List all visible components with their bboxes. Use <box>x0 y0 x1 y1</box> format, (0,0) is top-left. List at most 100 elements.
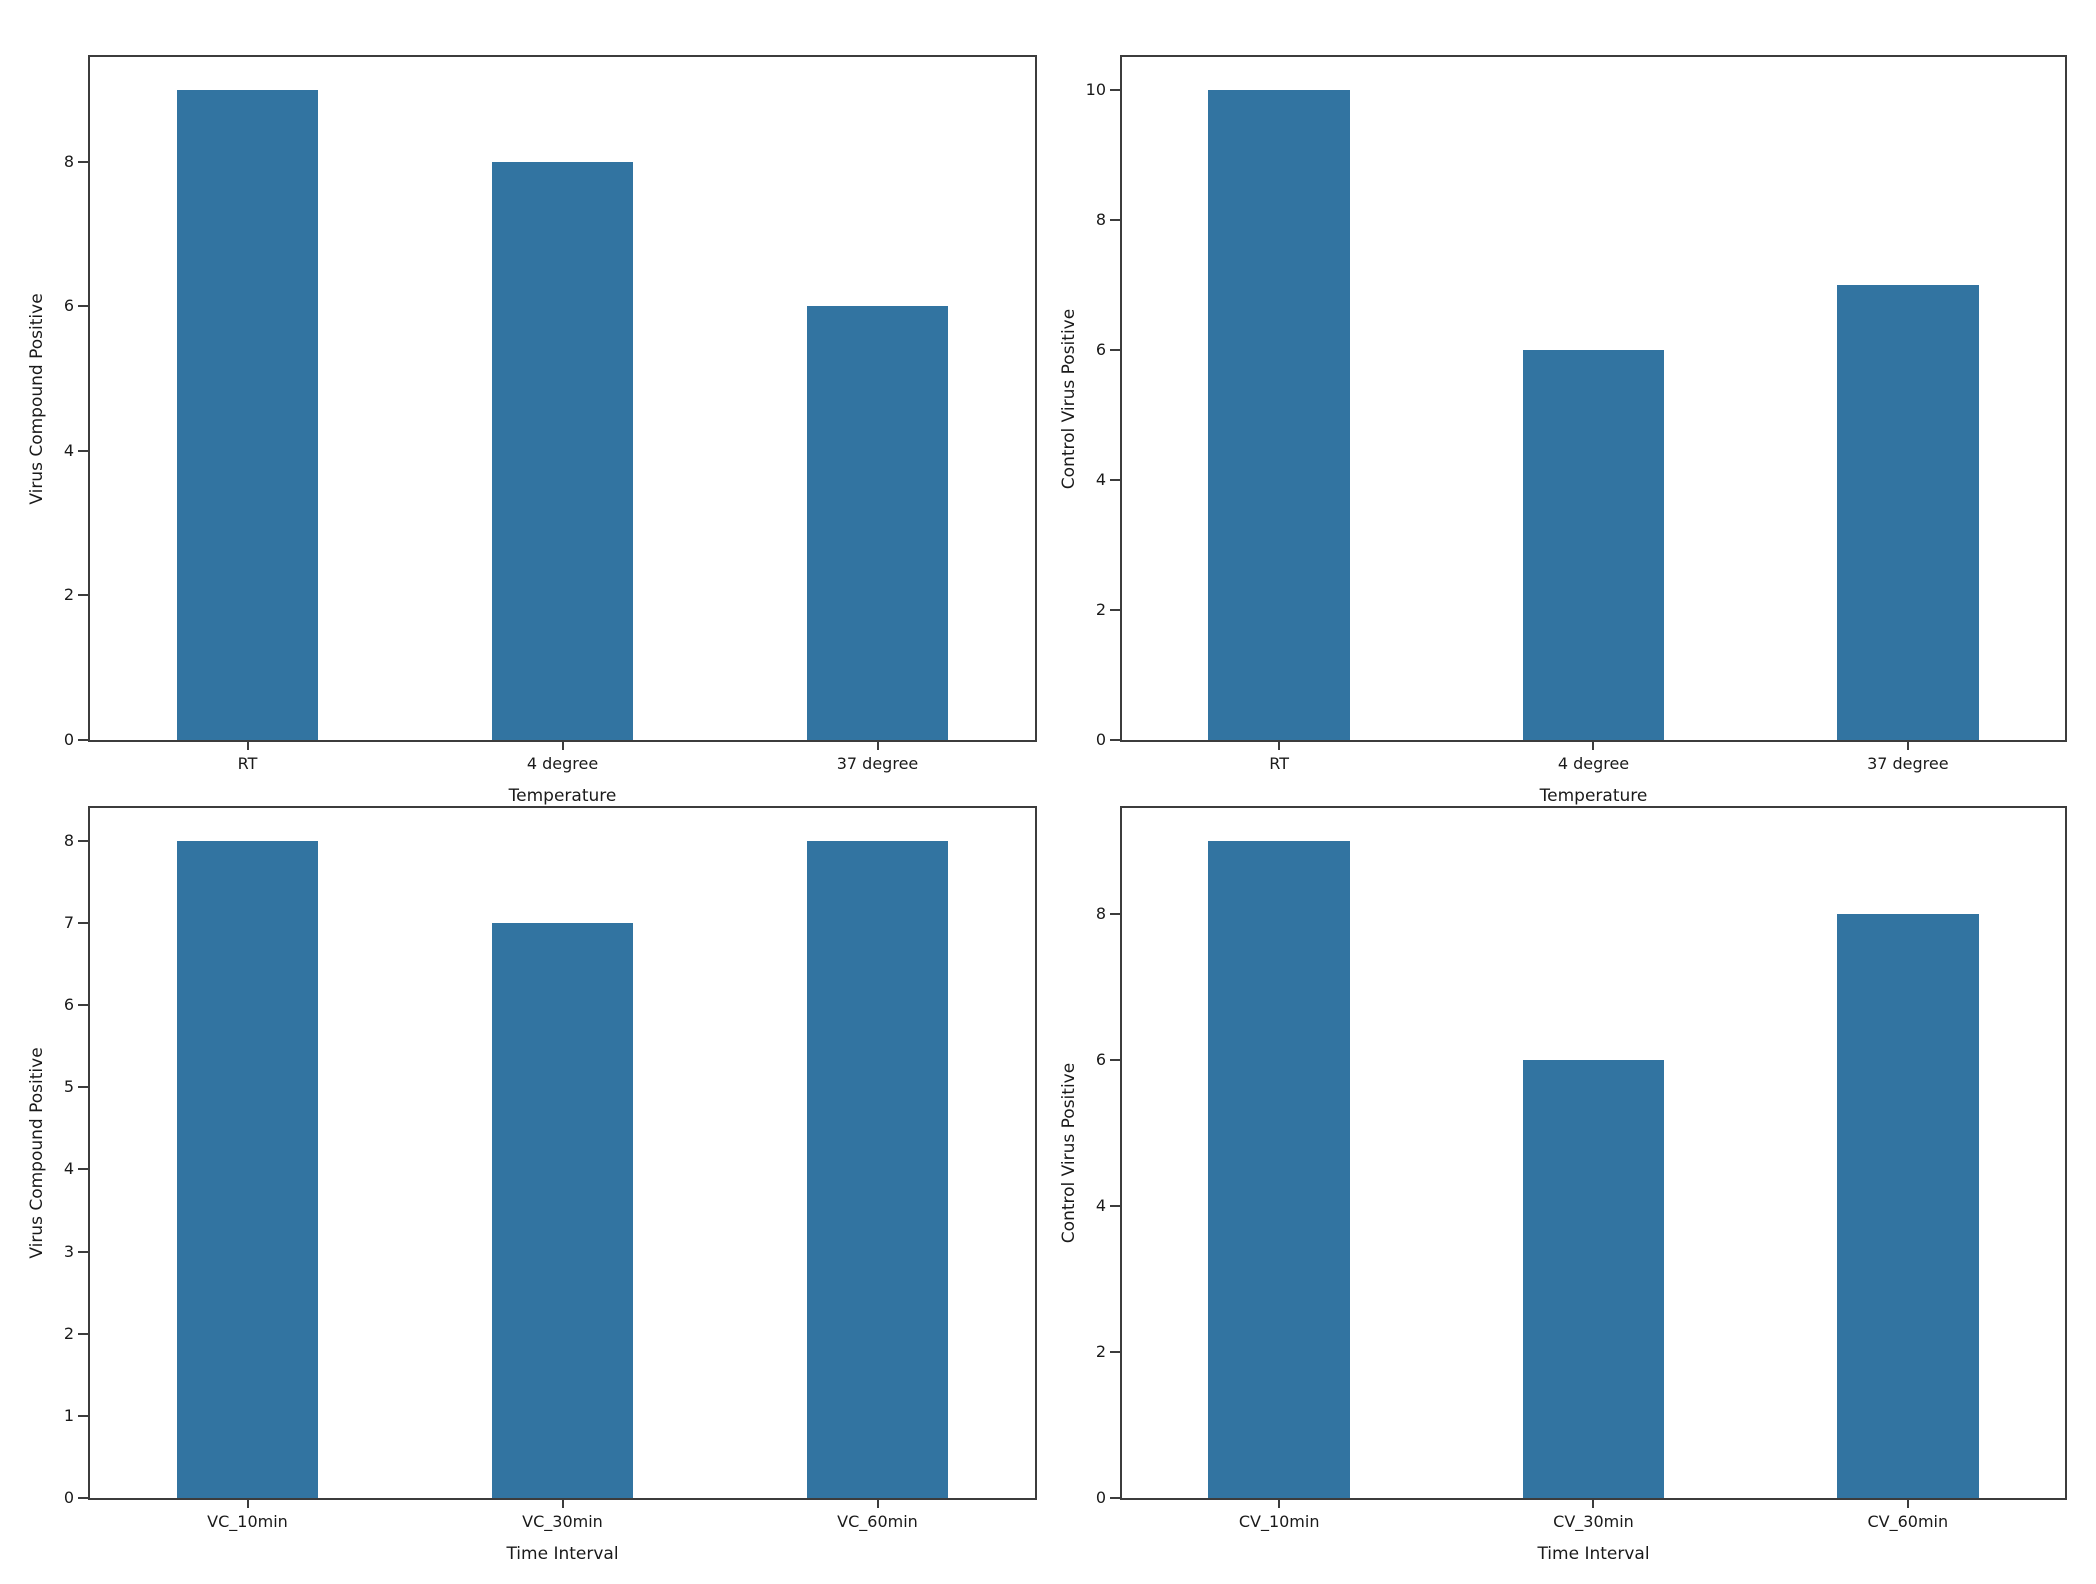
x-tick-label: RT <box>237 754 258 773</box>
y-tick-mark <box>78 922 88 924</box>
y-tick-mark <box>1110 1350 1120 1353</box>
chart-top-right: RT 4 degree 37 degree Control Virus Positi… <box>1048 0 2096 805</box>
y-tick-mark <box>1110 478 1120 481</box>
y-tick-label: 6 <box>1095 339 1106 359</box>
y-tick-label: 0 <box>63 730 74 749</box>
category-slot: 4 degree <box>405 57 720 772</box>
y-tick-mark <box>1110 1058 1120 1061</box>
y-tick-mark <box>1110 912 1120 915</box>
plot-area: CV_10min CV_30min CV_60min Control Virus P… <box>1059 806 2067 1563</box>
bar-4 degree <box>491 161 634 740</box>
category-slot: 37 degree <box>720 57 1035 772</box>
y-tick-label: 10 <box>1085 79 1106 99</box>
chart-top-left: RT 4 degree 37 degree Virus Compound Posit… <box>0 0 1048 805</box>
y-tick-label: 3 <box>63 1241 74 1261</box>
bar-slots: VC_10min VC_30min VC_60min <box>90 808 1035 1530</box>
y-tick-label: 8 <box>1095 903 1106 923</box>
category-slot: VC_60min <box>720 808 1035 1530</box>
bar-RT <box>1208 89 1350 740</box>
bar-slots: CV_10min CV_30min CV_60min <box>1122 808 2065 1530</box>
x-tick-mark <box>1906 740 1909 750</box>
x-tick-label: VC_10min <box>207 1512 288 1531</box>
y-tick-label: 8 <box>1095 209 1106 229</box>
x-axis-label: Time Interval <box>506 1544 619 1564</box>
bar-CV_60min <box>1837 913 1979 1498</box>
y-axis-label: Control Virus Positive <box>1059 1062 1079 1244</box>
category-slot: CV_10min <box>1122 808 1436 1530</box>
y-tick-label: 6 <box>63 296 74 316</box>
y-tick-mark <box>78 1497 88 1499</box>
category-slot: 4 degree <box>1436 57 1750 772</box>
y-tick-mark <box>78 739 88 741</box>
x-tick-label: VC_60min <box>837 1512 918 1531</box>
x-tick-mark <box>876 740 879 750</box>
y-tick-mark <box>78 1414 88 1417</box>
y-tick-mark <box>78 160 88 163</box>
y-tick-label: 4 <box>1095 469 1106 489</box>
y-tick-mark <box>1110 739 1120 741</box>
chart-bottom-left: VC_10min VC_30min VC_60min Virus Compound … <box>0 792 1048 1584</box>
x-tick-mark <box>246 1498 249 1508</box>
x-tick-mark <box>1906 1498 1909 1508</box>
bar-RT <box>176 89 319 740</box>
x-tick-label: RT <box>1269 754 1290 773</box>
y-tick-label: 2 <box>1095 599 1106 619</box>
x-tick-label: 4 degree <box>1557 754 1630 773</box>
y-tick-label: 2 <box>63 585 74 605</box>
bar-37 degree <box>1837 284 1979 740</box>
y-tick-label: 6 <box>63 995 74 1015</box>
y-tick-label: 1 <box>63 1405 74 1425</box>
y-tick-mark <box>78 1086 88 1089</box>
y-tick-label: 2 <box>1095 1341 1106 1361</box>
y-tick-mark <box>78 1004 88 1007</box>
category-slot: VC_10min <box>90 808 405 1530</box>
y-tick-mark <box>1110 218 1120 221</box>
y-tick-label: 7 <box>63 913 74 932</box>
bar-slots: RT 4 degree 37 degree <box>90 57 1035 772</box>
y-tick-label: 4 <box>63 440 74 460</box>
x-axis-label: Temperature <box>508 786 617 806</box>
x-tick-label: 37 degree <box>836 754 919 773</box>
plot-area: RT 4 degree 37 degree Control Virus Positi… <box>1059 55 2067 805</box>
x-tick-mark <box>1592 1498 1595 1508</box>
y-tick-mark <box>78 1332 88 1335</box>
bar-4 degree <box>1522 349 1665 740</box>
x-tick-label: CV_60min <box>1867 1512 1949 1531</box>
category-slot: RT <box>1122 57 1436 772</box>
y-tick-mark <box>1110 1204 1120 1207</box>
y-tick-label: 4 <box>1095 1195 1106 1215</box>
y-tick-label: 2 <box>63 1323 74 1343</box>
bar-VC_10min <box>176 840 319 1498</box>
bar-37 degree <box>806 306 949 740</box>
x-tick-mark <box>246 740 249 750</box>
y-tick-label: 0 <box>1095 1488 1106 1507</box>
category-slot: CV_60min <box>1751 808 2065 1530</box>
y-tick-label: 4 <box>63 1159 74 1179</box>
x-tick-mark <box>876 1498 879 1508</box>
x-tick-mark <box>1278 740 1281 750</box>
y-tick-label: 5 <box>63 1077 74 1097</box>
category-slot: CV_30min <box>1436 808 1750 1530</box>
x-tick-label: CV_30min <box>1553 1512 1634 1531</box>
plot-area: RT 4 degree 37 degree Virus Compound Posit… <box>27 55 1037 805</box>
bar-VC_30min <box>491 923 634 1498</box>
y-tick-label: 6 <box>1095 1049 1106 1069</box>
x-tick-mark <box>1278 1498 1281 1508</box>
x-tick-label: 4 degree <box>526 754 599 773</box>
x-tick-label: 37 degree <box>1867 754 1949 773</box>
y-axis-label: Virus Compound Positive <box>27 1047 47 1259</box>
y-tick-mark <box>1110 88 1120 91</box>
y-tick-mark <box>78 839 88 842</box>
x-tick-mark <box>561 1498 564 1508</box>
y-tick-mark <box>78 305 88 308</box>
x-axis-label: Temperature <box>1539 786 1648 806</box>
bar-CV_10min <box>1208 840 1350 1498</box>
category-slot: 37 degree <box>1751 57 2065 772</box>
y-axis-label: Virus Compound Positive <box>27 292 47 505</box>
y-tick-mark <box>78 1168 88 1171</box>
y-tick-mark <box>1110 608 1120 611</box>
category-slot: RT <box>90 57 405 772</box>
y-tick-label: 8 <box>63 151 74 171</box>
y-tick-mark <box>78 449 88 452</box>
